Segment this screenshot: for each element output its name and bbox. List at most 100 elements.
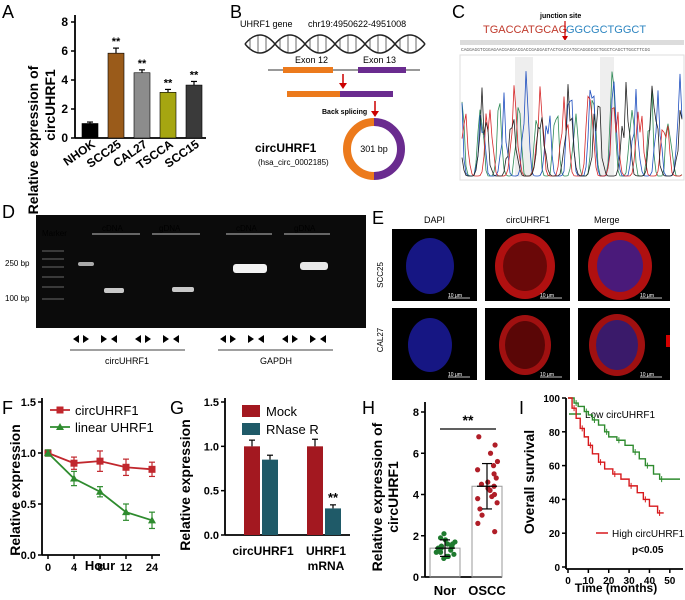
panel-i-xtick-label: 10 [583,576,595,587]
panel-h-letter: H [362,398,375,418]
panel-c-letter: C [452,2,465,22]
locus-label: chr19:4950622-4951008 [308,19,406,29]
sequence-bar [460,40,684,45]
panel-f-ytick-label: 0.0 [21,550,36,562]
scale-merge-cal27: 10 μm [640,372,654,378]
panel-g-ytick-label: 1.5 [204,397,219,409]
exon13-spliced [340,91,393,97]
panel-h-point [493,475,499,481]
panel-i-ytick-label: 40 [549,495,561,506]
primer-arrows [73,335,326,343]
panel-g-cat2a: UHRF1 [306,544,346,558]
junction-label: junction site [539,13,581,20]
panel-f-legend-marker [56,406,64,414]
panel-h-ylabel-2: circUHRF1 [385,461,401,533]
panel-f-legend-label: circUHRF1 [75,403,139,418]
panel-h-point [494,500,500,506]
panel-g-ytick-label: 0.0 [204,530,219,542]
panel-h-point [490,463,497,469]
panel-a-ytick-label: 0 [61,131,68,145]
circ-ring-orange [343,118,375,180]
panel-a-bar [81,123,99,139]
band-circ-gdna [172,287,194,292]
col-merge: Merge [594,215,620,225]
panel-g-ylabel: Relative expression [177,419,193,551]
chromatogram-trace [461,71,683,177]
panel-h-ytick-label: 6 [413,448,419,460]
panel-a-ylabel-2: circUHRF1 [42,69,58,141]
panel-f-ytick-label: 1.5 [21,397,36,409]
row-cal27: CAL27 [376,327,385,352]
panel-h-point [491,471,497,477]
seq-left: TGACCATGCAG [483,24,567,36]
panel-h-ytick-label: 8 [413,407,419,419]
band-gapdh-cdna [233,264,267,273]
exon13-box [358,67,406,73]
panel-h-point [437,548,443,554]
circ-ring-purple [373,118,405,180]
panel-a-bar [159,92,177,139]
panel-f-point [122,463,130,471]
gel-left-margin [0,224,36,328]
panel-e: E DAPI circUHRF1 Merge SCC25 CAL27 10 μm… [372,208,670,380]
panel-i-ytick-label: 100 [543,394,560,405]
panel-a-letter: A [2,2,14,22]
marker-label: Marker [42,229,67,238]
panel-a: A Relative expression of circUHRF1 0 2 4 6 8… [2,2,206,214]
panel-f-point [70,459,78,467]
panel-h-point [475,520,481,526]
panel-a-bar [133,72,151,139]
panel-f-point [96,487,104,495]
panel-h-category: Nor [434,583,456,598]
nucleus-dapi-cal27 [408,318,452,372]
circ-id: (hsa_circ_0002185) [258,158,329,167]
arrow-2-head [371,111,379,117]
panel-f-xtick-label: 12 [120,562,132,574]
panel-h-point [478,481,485,487]
panel-f-ylabel: Relative expression [7,424,23,556]
panel-g-letter: G [170,398,184,418]
col-circ: circUHRF1 [506,215,550,225]
panel-i-ytick-label: 0 [554,563,560,574]
panel-h: H Relative expression of circUHRF1 ** 0 2… [362,398,506,598]
panel-f-xtick-label: 0 [45,562,51,574]
junction-arrow-head [562,36,568,41]
panel-a-ytick-label: 8 [61,15,68,29]
panel-i-pval: p<0.05 [632,545,664,556]
panel-h-point [451,551,457,557]
panel-g-cat2b: mRNA [308,559,345,573]
panel-f-point [148,516,156,524]
panel-a-sig: ** [190,69,199,81]
panel-f-xtick-label: 8 [97,562,103,574]
panel-f-letter: F [2,398,13,418]
arrow-1-head [339,83,347,89]
lane-label-3: cDNA [236,224,258,233]
panel-f-point [44,449,52,456]
panel-g-cat1: circUHRF1 [232,544,294,558]
panel-h-point [494,458,501,465]
panel-g-bar [307,446,323,535]
panel-d: D Marker cDNA gDNA cDNA gDNA 250 bp 100 … [0,202,366,366]
band-gapdh-gdna [300,262,328,270]
nucleus-circ-cal27 [505,321,545,369]
lane-label-2: gDNA [159,224,181,233]
back-splicing-label: Back splicing [322,109,367,116]
panel-g-legend-swatch [242,405,260,417]
size-250: 250 bp [5,259,30,268]
panel-i-letter: I [519,398,524,418]
panel-i-xtick-label: 20 [603,576,615,587]
panel-a-ylabel-1: Relative expression of [25,65,41,214]
panel-a-sig: ** [138,58,147,70]
panel-h-ytick-label: 2 [413,531,419,543]
panel-f-ytick-label: 1.0 [21,448,36,460]
panel-i-ylabel: Overall survival [521,430,537,534]
lane-label-4: gDNA [294,224,316,233]
scale-circ-cal27: 10 μm [540,372,554,378]
exon13-label: Exon 13 [363,55,396,65]
panel-i-ytick-label: 80 [549,428,561,439]
size-100: 100 bp [5,294,30,303]
panel-a-bar [185,84,203,139]
panel-h-point [449,544,455,550]
panel-h-point [487,450,494,456]
